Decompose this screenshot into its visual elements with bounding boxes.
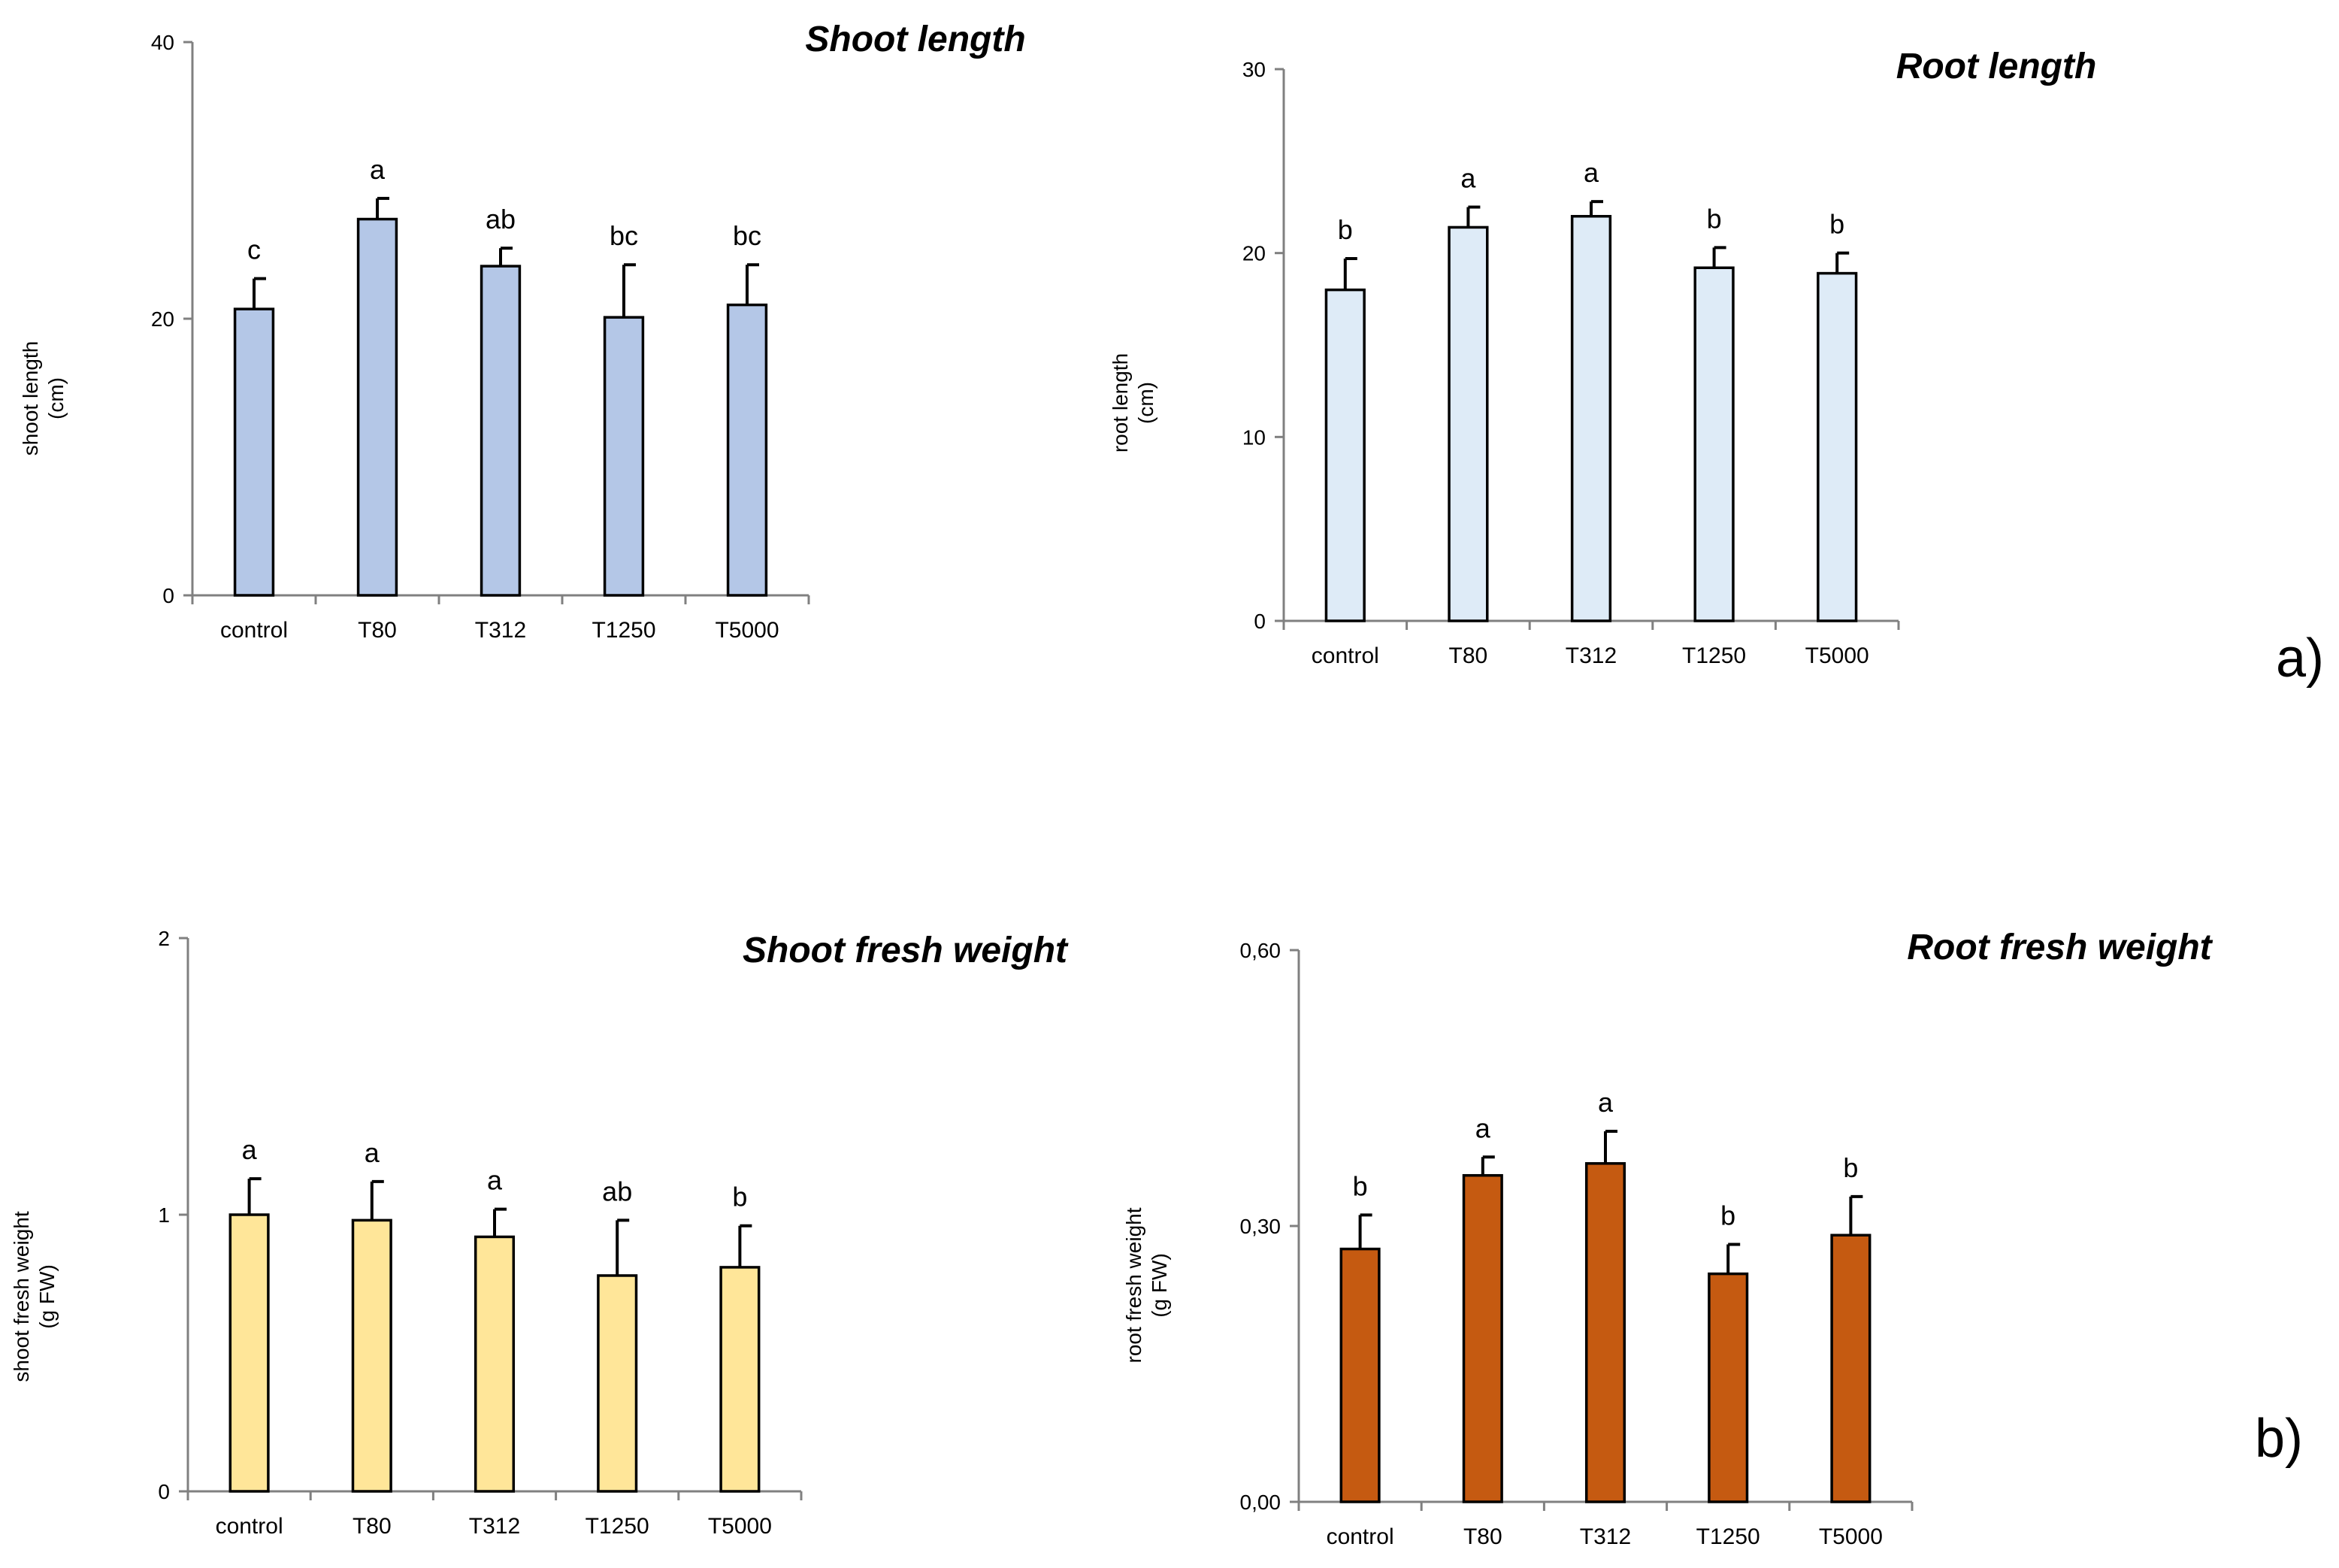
y-tick-label: 0 bbox=[1254, 610, 1266, 633]
y-tick-label: 0,60 bbox=[1240, 939, 1281, 962]
significance-label: b bbox=[1707, 203, 1722, 234]
category-label: T5000 bbox=[708, 1514, 772, 1539]
category-label: T5000 bbox=[715, 618, 779, 643]
bar-control bbox=[1324, 288, 1366, 622]
chart-shoot-fresh-weight: Shoot fresh weight shoot fresh weight (g F… bbox=[10, 927, 1069, 1539]
bar-T5000 bbox=[726, 303, 768, 597]
bar-T5000 bbox=[1817, 271, 1858, 622]
significance-label: b bbox=[1720, 1200, 1735, 1230]
category-label: control bbox=[220, 618, 288, 643]
category-label: control bbox=[1327, 1524, 1394, 1549]
bar-T80 bbox=[1462, 1173, 1503, 1503]
significance-label: ab bbox=[602, 1176, 632, 1206]
bar-T312 bbox=[480, 265, 522, 597]
panel-label-a: a) bbox=[2276, 628, 2324, 689]
y-tick-label: 0,30 bbox=[1240, 1215, 1281, 1238]
bar-T5000 bbox=[1830, 1234, 1872, 1503]
significance-label: b bbox=[1843, 1152, 1858, 1183]
category-label: T1250 bbox=[1682, 643, 1746, 668]
significance-label: b bbox=[1353, 1170, 1368, 1201]
category-label: T312 bbox=[1566, 643, 1617, 668]
y-tick-label: 20 bbox=[151, 307, 174, 331]
significance-label: a bbox=[1460, 163, 1476, 194]
significance-label: a bbox=[1584, 157, 1599, 188]
y-tick-label: 2 bbox=[158, 927, 170, 950]
category-label: T1250 bbox=[586, 1514, 649, 1539]
panel-label-b: b) bbox=[2255, 1409, 2303, 1469]
significance-label: a bbox=[365, 1137, 380, 1168]
y-tick-label: 1 bbox=[158, 1203, 170, 1227]
category-label: T80 bbox=[358, 618, 397, 643]
bar-T80 bbox=[351, 1218, 392, 1493]
chart-root-fresh-weight: Root fresh weight root fresh weight (g FW)… bbox=[1122, 928, 2213, 1549]
chart-shoot-length: Shoot length shoot length (cm) 0 20 40 c contro… bbox=[19, 20, 1026, 643]
significance-label: bc bbox=[610, 220, 638, 251]
y-tick-label: 0,00 bbox=[1240, 1491, 1281, 1514]
bar-T5000 bbox=[719, 1266, 761, 1493]
bar-T312 bbox=[474, 1235, 516, 1493]
category-label: T1250 bbox=[1696, 1524, 1760, 1549]
bar-T312 bbox=[1570, 214, 1612, 622]
significance-label: b bbox=[732, 1182, 747, 1212]
category-label: T5000 bbox=[1805, 643, 1869, 668]
category-label: T80 bbox=[353, 1514, 392, 1539]
significance-label: bc bbox=[733, 220, 761, 251]
chart-title: Shoot fresh weight bbox=[743, 931, 1069, 970]
chart-title: Root fresh weight bbox=[1907, 928, 2213, 967]
y-axis-label: shoot fresh weight (g FW) bbox=[10, 1211, 59, 1382]
y-tick-label: 10 bbox=[1242, 425, 1266, 449]
bar-T80 bbox=[1448, 226, 1489, 622]
bar-T1250 bbox=[603, 316, 645, 597]
y-tick-label: 40 bbox=[151, 31, 174, 54]
significance-label: c bbox=[247, 235, 261, 265]
category-label: T312 bbox=[469, 1514, 520, 1539]
y-tick-label: 20 bbox=[1242, 242, 1266, 265]
chart-title: Shoot length bbox=[805, 20, 1025, 59]
significance-label: a bbox=[1475, 1112, 1491, 1143]
significance-label: b bbox=[1829, 209, 1844, 240]
category-label: T312 bbox=[1580, 1524, 1631, 1549]
significance-label: a bbox=[242, 1134, 258, 1165]
bar-control bbox=[228, 1213, 270, 1493]
bar-T80 bbox=[356, 217, 398, 597]
significance-label: a bbox=[487, 1165, 503, 1196]
category-label: control bbox=[1312, 643, 1379, 668]
y-tick-label: 0 bbox=[158, 1480, 170, 1503]
category-label: T80 bbox=[1449, 643, 1488, 668]
category-label: T80 bbox=[1463, 1524, 1502, 1549]
significance-label: ab bbox=[486, 204, 516, 235]
significance-label: b bbox=[1338, 214, 1353, 245]
category-label: control bbox=[216, 1514, 283, 1539]
y-tick-label: 0 bbox=[162, 584, 174, 607]
y-axis-label: root fresh weight (g FW) bbox=[1122, 1207, 1171, 1363]
y-axis-label: shoot length (cm) bbox=[19, 341, 68, 456]
bar-T1250 bbox=[1693, 266, 1735, 622]
significance-label: a bbox=[1598, 1087, 1614, 1118]
y-tick-label: 30 bbox=[1242, 58, 1266, 81]
y-axis-label: root length (cm) bbox=[1109, 353, 1157, 453]
category-label: T5000 bbox=[1819, 1524, 1883, 1549]
bar-control bbox=[233, 307, 275, 597]
bar-control bbox=[1339, 1247, 1381, 1503]
category-label: T312 bbox=[475, 618, 526, 643]
significance-label: a bbox=[370, 154, 386, 185]
bar-T1250 bbox=[1708, 1272, 1749, 1503]
chart-root-length: Root length root length (cm) 0 10 20 30 b contro… bbox=[1109, 47, 2096, 668]
bar-T1250 bbox=[597, 1274, 638, 1493]
chart-title: Root length bbox=[1896, 47, 2097, 86]
bar-T312 bbox=[1584, 1162, 1626, 1503]
category-label: T1250 bbox=[592, 618, 655, 643]
